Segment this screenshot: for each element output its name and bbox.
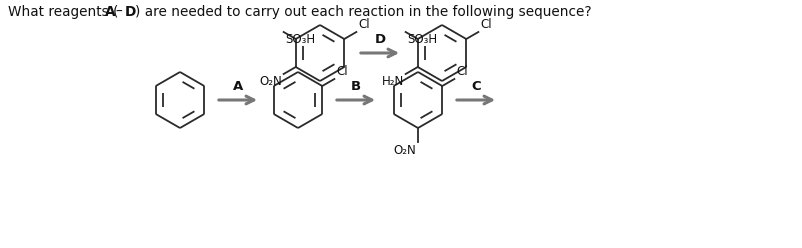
Text: D: D [125,5,136,19]
Text: H₂N: H₂N [381,75,403,88]
Text: B: B [350,80,361,93]
Text: –: – [115,5,122,19]
Text: O₂N: O₂N [393,144,415,157]
Text: Cl: Cl [358,18,370,31]
Text: Cl: Cl [336,65,347,78]
Text: SO₃H: SO₃H [407,33,437,46]
Text: Cl: Cl [456,65,468,78]
Text: What reagents (: What reagents ( [8,5,118,19]
Text: ) are needed to carry out each reaction in the following sequence?: ) are needed to carry out each reaction … [135,5,591,19]
Text: Cl: Cl [480,18,492,31]
Text: A: A [233,80,243,93]
Text: C: C [471,80,480,93]
Text: SO₃H: SO₃H [286,33,315,46]
Text: A: A [105,5,115,19]
Text: O₂N: O₂N [258,75,282,88]
Text: D: D [374,33,385,46]
